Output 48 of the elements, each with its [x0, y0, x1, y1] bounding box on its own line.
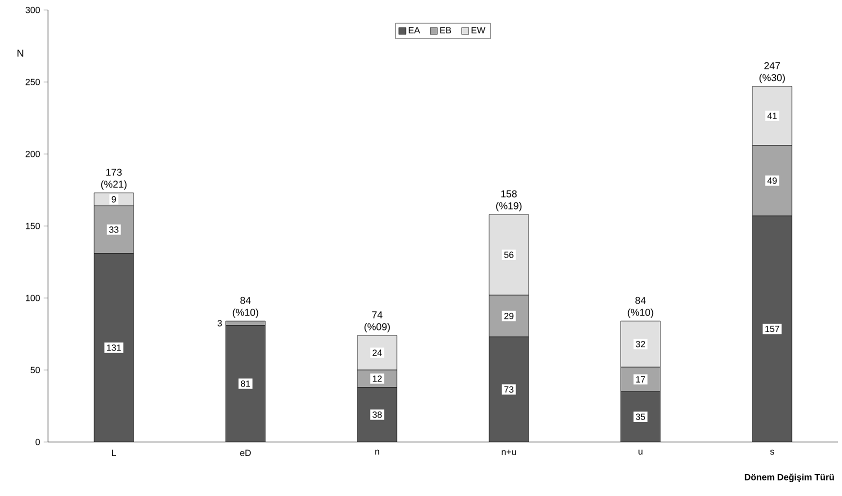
- bar: [357, 387, 397, 442]
- bar: [752, 216, 792, 442]
- y-tick-label: 150: [26, 222, 40, 230]
- total-label: 173 (%21): [101, 168, 126, 190]
- y-tick-label: 50: [30, 366, 40, 374]
- y-axis-title: N: [18, 50, 24, 57]
- total-label: 158 (%19): [496, 190, 522, 212]
- total-label: 84 (%10): [232, 296, 258, 318]
- y-tick-label: 200: [26, 150, 40, 158]
- legend-label: EB: [440, 27, 452, 34]
- data-label: 24: [372, 350, 382, 356]
- data-label: 41: [767, 112, 777, 119]
- y-tick-label: 100: [26, 294, 40, 302]
- x-tick-label: s: [770, 450, 774, 455]
- data-label: 12: [372, 376, 382, 382]
- bar: [226, 320, 266, 326]
- data-label: 56: [504, 252, 514, 258]
- x-tick-label: L: [112, 450, 116, 456]
- x-tick-label: n+u: [502, 450, 516, 456]
- data-label: 73: [504, 386, 514, 393]
- legend-label: EA: [408, 27, 420, 34]
- data-label: 33: [109, 226, 118, 233]
- y-tick-label: 250: [26, 78, 40, 86]
- total-label: 74 (%09): [364, 311, 390, 332]
- data-label: 35: [636, 414, 646, 420]
- bar: [620, 392, 660, 442]
- data-label: 49: [767, 177, 777, 184]
- total-label: 247 (%30): [760, 62, 785, 84]
- data-label: 3: [218, 320, 222, 326]
- data-label: 157: [765, 326, 780, 332]
- bar: [489, 336, 529, 442]
- bar: [226, 325, 266, 442]
- data-label: 38: [372, 411, 382, 418]
- data-label: 9: [112, 196, 116, 203]
- x-tick-label: eD: [240, 450, 251, 456]
- x-tick-label: n: [375, 450, 380, 455]
- data-label: 29: [504, 312, 514, 320]
- data-label: 32: [636, 340, 646, 348]
- x-axis-title: Dönem Değişim Türü: [744, 474, 834, 482]
- data-label: 131: [107, 344, 121, 351]
- x-tick-label: u: [638, 450, 642, 455]
- legend-label: EW: [472, 27, 486, 34]
- data-label: 17: [636, 376, 646, 382]
- bar: [94, 253, 134, 442]
- total-label: 84 (%10): [628, 296, 654, 318]
- y-tick-label: 0: [36, 438, 40, 446]
- y-tick-label: 300: [26, 6, 40, 14]
- data-label: 81: [240, 380, 250, 387]
